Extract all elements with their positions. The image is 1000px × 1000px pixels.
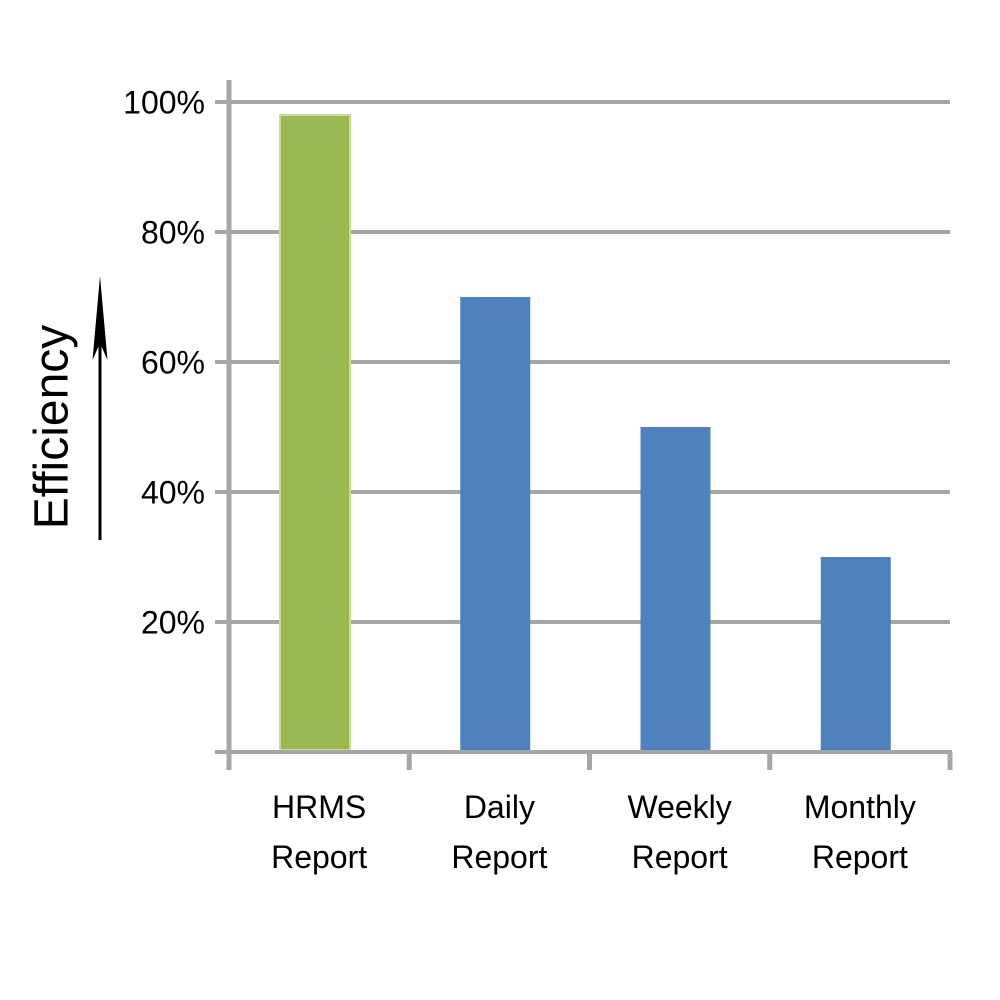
x-tick-label-line2: Report xyxy=(632,839,728,875)
x-tick-label-line1: Weekly xyxy=(627,789,731,825)
bar-monthly-report xyxy=(820,557,891,750)
y-tick-label: 100% xyxy=(123,85,205,121)
y-tick-label: 20% xyxy=(141,605,205,641)
y-tick-label: 40% xyxy=(141,475,205,511)
bar-weekly-report xyxy=(640,427,711,750)
y-tick-label: 80% xyxy=(141,215,205,251)
bar-hrms-report xyxy=(279,114,351,751)
y-axis-arrow-head xyxy=(92,276,108,360)
x-tick-label-line2: Report xyxy=(451,839,547,875)
bar-daily-report xyxy=(460,297,531,750)
x-tick-label-line2: Report xyxy=(812,839,908,875)
y-axis-title: Efficiency xyxy=(26,325,79,530)
x-tick-label-line1: Daily xyxy=(464,789,535,825)
x-tick-label-line2: Report xyxy=(271,839,367,875)
y-axis-arrow-icon xyxy=(92,276,108,540)
x-tick-label-line1: HRMS xyxy=(272,789,366,825)
y-tick-label: 60% xyxy=(141,345,205,381)
x-tick-label-line1: Monthly xyxy=(804,789,916,825)
